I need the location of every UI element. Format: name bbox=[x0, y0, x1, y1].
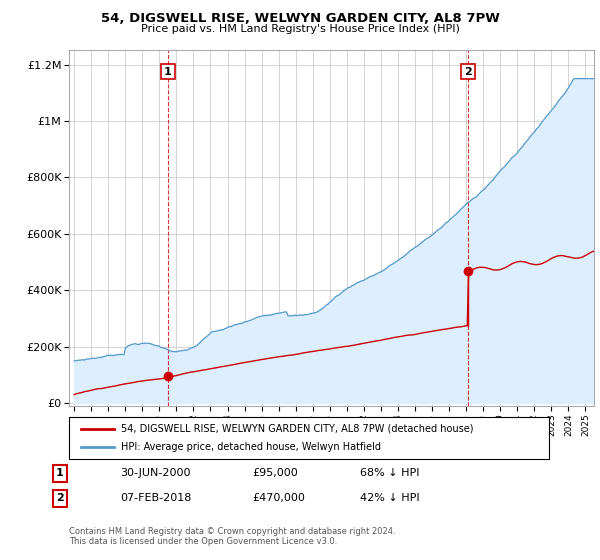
Text: £95,000: £95,000 bbox=[252, 468, 298, 478]
Text: 1: 1 bbox=[56, 468, 64, 478]
Text: 30-JUN-2000: 30-JUN-2000 bbox=[120, 468, 191, 478]
Text: Price paid vs. HM Land Registry's House Price Index (HPI): Price paid vs. HM Land Registry's House … bbox=[140, 24, 460, 34]
Text: £470,000: £470,000 bbox=[252, 493, 305, 503]
Text: 1: 1 bbox=[164, 67, 172, 77]
Text: 2: 2 bbox=[464, 67, 472, 77]
Text: 68% ↓ HPI: 68% ↓ HPI bbox=[360, 468, 419, 478]
Text: 42% ↓ HPI: 42% ↓ HPI bbox=[360, 493, 419, 503]
Text: 54, DIGSWELL RISE, WELWYN GARDEN CITY, AL8 7PW: 54, DIGSWELL RISE, WELWYN GARDEN CITY, A… bbox=[101, 12, 499, 25]
Text: 54, DIGSWELL RISE, WELWYN GARDEN CITY, AL8 7PW (detached house): 54, DIGSWELL RISE, WELWYN GARDEN CITY, A… bbox=[121, 424, 474, 434]
Text: HPI: Average price, detached house, Welwyn Hatfield: HPI: Average price, detached house, Welw… bbox=[121, 442, 381, 452]
Text: 07-FEB-2018: 07-FEB-2018 bbox=[120, 493, 191, 503]
Text: Contains HM Land Registry data © Crown copyright and database right 2024.
This d: Contains HM Land Registry data © Crown c… bbox=[69, 526, 395, 546]
Text: 2: 2 bbox=[56, 493, 64, 503]
